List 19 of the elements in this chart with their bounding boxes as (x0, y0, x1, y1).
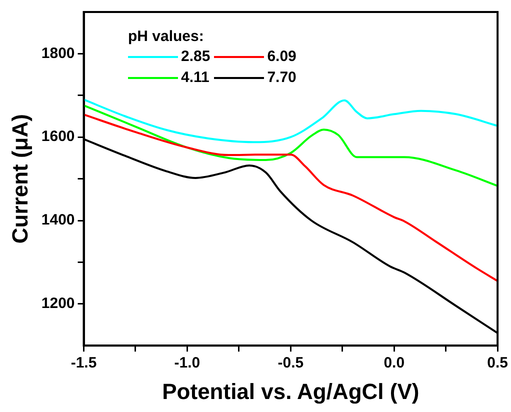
x-tick-label: 0.0 (384, 354, 405, 372)
y-tick-label: 1400 (41, 212, 75, 229)
x-tick-label: -0.5 (278, 354, 304, 372)
x-tick-label: -1.5 (70, 354, 97, 372)
line-series (84, 114, 498, 282)
y-axis-title: Current (μA) (7, 114, 32, 244)
y-tick-label: 1800 (41, 44, 75, 62)
y-tick-label: 1200 (41, 295, 75, 312)
legend-label: 4.11 (181, 69, 210, 86)
x-tick-label: 0.5 (487, 354, 508, 372)
x-axis-title: Potential vs. Ag/AgCl (V) (162, 378, 420, 404)
legend-label: 6.09 (267, 48, 296, 65)
text: -1.0 (174, 354, 200, 372)
legend-label: 7.70 (267, 69, 296, 86)
y-tick-label: 1600 (41, 128, 75, 146)
line-series (84, 104, 498, 187)
line-series (84, 98, 498, 144)
legend-title: pH values: (128, 28, 205, 45)
legend-label: 2.85 (181, 48, 210, 65)
